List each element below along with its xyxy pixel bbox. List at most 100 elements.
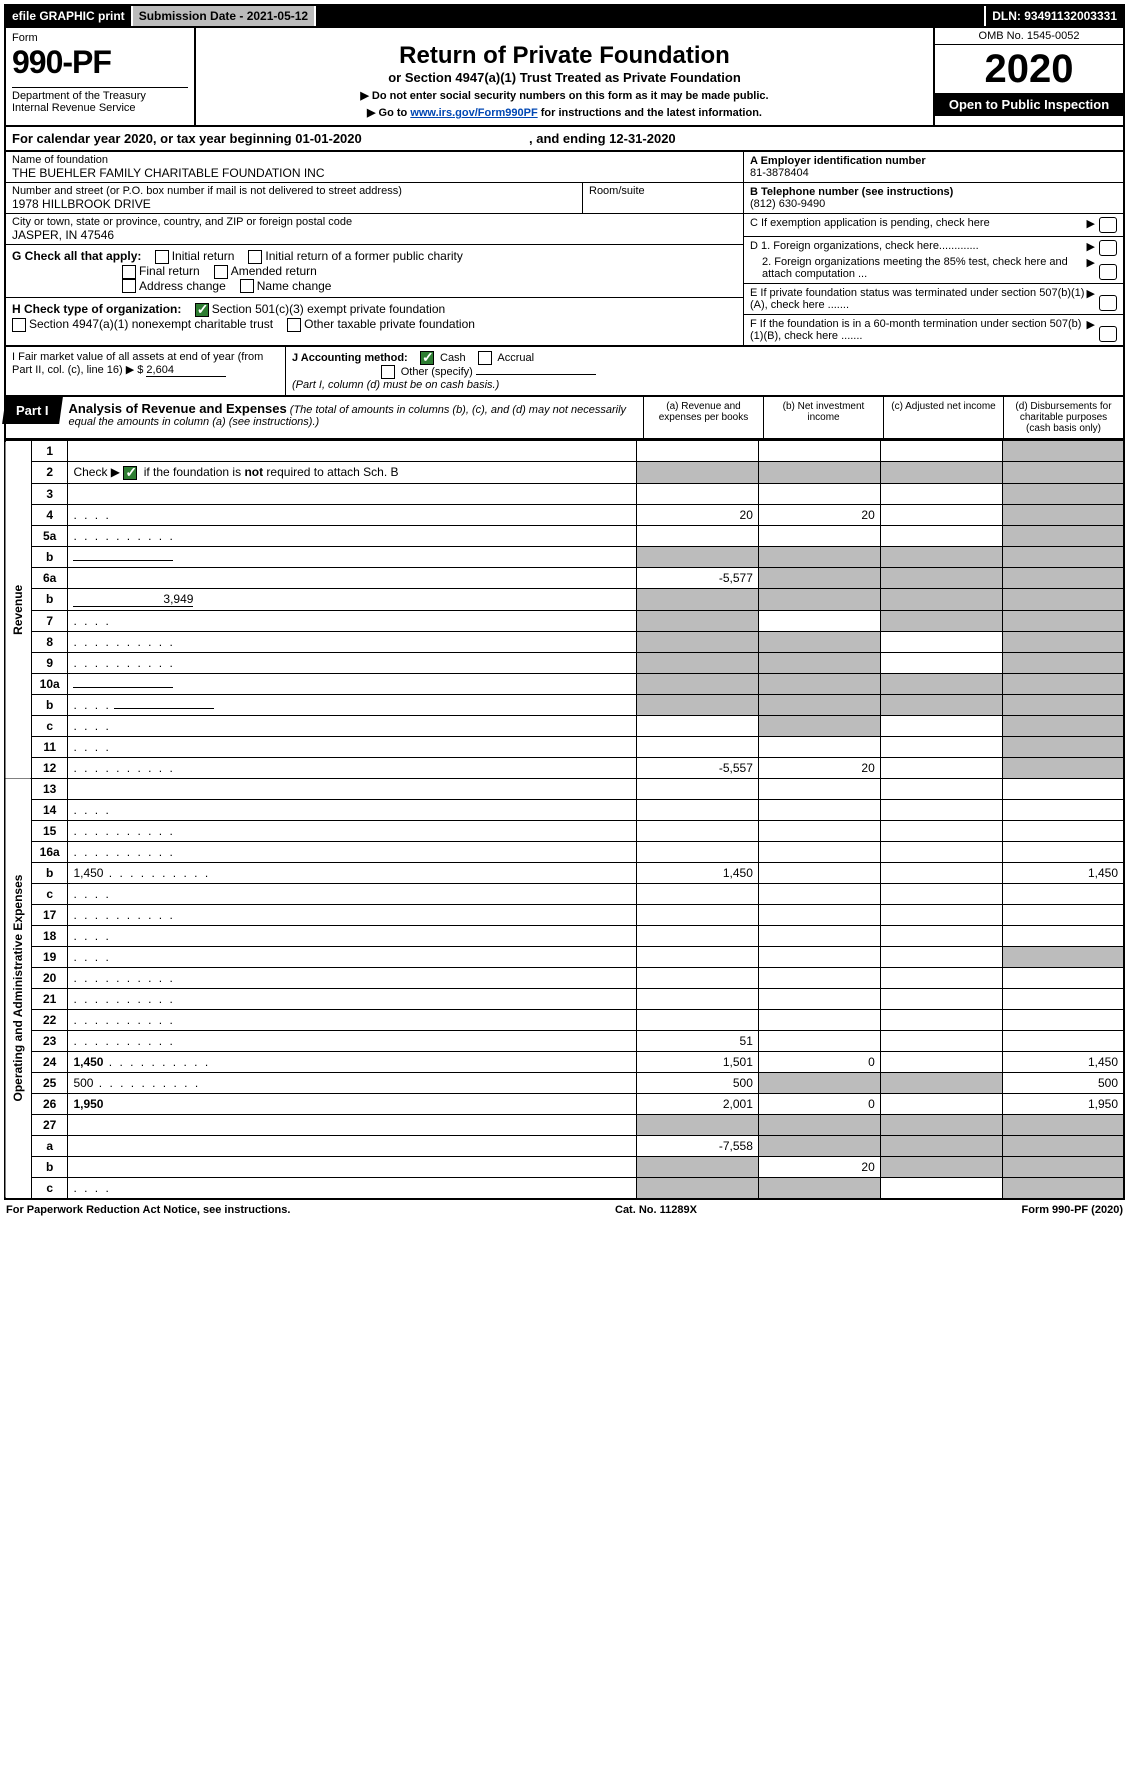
col-b-value: 20 [758,504,880,525]
col-d-value: 1,450 [1002,1051,1124,1072]
col-b-value [758,483,880,504]
col-c-value [880,673,1002,694]
col-b-value: 0 [758,1051,880,1072]
col-a-value: -7,558 [637,1135,759,1156]
line-number: 6a [31,567,68,588]
col-b-value [758,462,880,484]
open-public-label: Open to Public Inspection [935,93,1123,116]
line-desc [68,441,637,462]
tax-year: 2020 [935,45,1123,93]
col-d-value: 1,950 [1002,1093,1124,1114]
line-number: 7 [31,610,68,631]
line-desc [68,988,637,1009]
col-b-value [758,946,880,967]
irs-link[interactable]: www.irs.gov/Form990PF [410,107,537,119]
col-c-value [880,546,1002,567]
part-tab: Part I [16,403,49,418]
checkbox-h-0[interactable] [195,303,209,317]
g-opt-1: Initial return of a former public charit… [248,249,462,263]
line-desc [68,1114,637,1135]
line-d1: D 1. Foreign organizations, check here..… [750,240,1087,256]
line-desc [68,483,637,504]
line-number: 26 [31,1093,68,1114]
col-a-header: (a) Revenue and expenses per books [643,397,763,438]
checkbox-g-3[interactable] [214,265,228,279]
col-a-value [637,1009,759,1030]
table-row: a-7,558 [5,1135,1124,1156]
col-b-value [758,904,880,925]
table-row: 10a [5,673,1124,694]
col-c-value [880,694,1002,715]
checkbox-h-2[interactable] [287,318,301,332]
col-c-value [880,1072,1002,1093]
checkbox-h-1[interactable] [12,318,26,332]
col-b-value: 20 [758,1156,880,1177]
line-desc [68,504,637,525]
checkbox-g-5[interactable] [240,279,254,293]
line-desc [68,652,637,673]
checkbox-f[interactable] [1099,326,1117,342]
line-desc: 500 [68,1072,637,1093]
col-b-value: 0 [758,1093,880,1114]
col-c-value [880,610,1002,631]
checkbox-g-0[interactable] [155,250,169,264]
col-c-value [880,925,1002,946]
col-b-value [758,1177,880,1199]
line-number: 19 [31,946,68,967]
name-label: Name of foundation [12,154,737,166]
checkbox-sch-b[interactable] [123,466,137,480]
checkbox-g-4[interactable] [122,279,136,293]
col-a-value: 500 [637,1072,759,1093]
col-d-value [1002,652,1124,673]
line-desc [68,694,637,715]
line-desc [68,546,637,567]
col-c-value [880,778,1002,799]
checkbox-d1[interactable] [1099,240,1117,256]
part-title: Analysis of Revenue and Expenses [69,401,287,416]
col-c-value [880,715,1002,736]
checkbox-c[interactable] [1099,217,1117,233]
line-j-note: (Part I, column (d) must be on cash basi… [292,379,499,391]
g-opt-2: Final return [122,264,200,278]
col-d-value [1002,1114,1124,1135]
col-a-value [637,652,759,673]
checkbox-other[interactable] [381,365,395,379]
checkbox-accrual[interactable] [478,351,492,365]
table-row: 2351 [5,1030,1124,1051]
line-desc [68,946,637,967]
form-label: Form [12,32,188,44]
line-number: 12 [31,757,68,778]
g-opt-5: Name change [240,279,332,293]
line-desc [68,967,637,988]
line-number: 3 [31,483,68,504]
col-d-value [1002,946,1124,967]
col-b-value [758,631,880,652]
line-number: b [31,694,68,715]
col-a-value: -5,557 [637,757,759,778]
line-desc [68,1156,637,1177]
table-row: c [5,1177,1124,1199]
checkbox-cash[interactable] [420,351,434,365]
table-row: b 3,949 [5,588,1124,610]
entity-info: Name of foundation THE BUEHLER FAMILY CH… [4,152,1125,347]
table-row: 17 [5,904,1124,925]
line-number: 20 [31,967,68,988]
form-subtitle: or Section 4947(a)(1) Trust Treated as P… [206,70,923,85]
line-number: 16a [31,841,68,862]
line-number: 14 [31,799,68,820]
checkbox-e[interactable] [1099,295,1117,311]
line-number: 27 [31,1114,68,1135]
col-d-value [1002,441,1124,462]
part-1-table: Revenue12Check ▶ if the foundation is no… [4,440,1125,1200]
line-desc [68,525,637,546]
col-a-value [637,1177,759,1199]
col-b-value [758,588,880,610]
h-opt-2: Other taxable private foundation [287,317,475,331]
col-d-value [1002,462,1124,484]
checkbox-g-2[interactable] [122,265,136,279]
checkbox-g-1[interactable] [248,250,262,264]
line-desc [68,1030,637,1051]
col-c-value [880,462,1002,484]
street-address: 1978 HILLBROOK DRIVE [12,197,576,211]
checkbox-d2[interactable] [1099,264,1117,280]
